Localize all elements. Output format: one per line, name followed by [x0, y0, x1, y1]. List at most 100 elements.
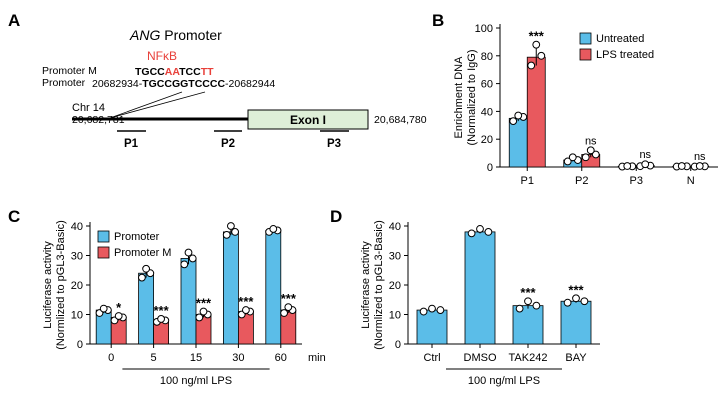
bar-P1-LPS treated — [526, 56, 546, 168]
significance-label: *** — [568, 282, 584, 297]
zoom-line-right — [109, 91, 206, 119]
y-axis-label-line: Enrichment DNA — [453, 56, 465, 139]
y-tick-label: 0 — [77, 339, 83, 351]
primer-p2-label: P2 — [221, 138, 235, 150]
promoter-m-label: Promoter M — [42, 65, 97, 77]
y-axis-label-line: (Normalized to IgG) — [466, 50, 478, 146]
y-axis-label-line: Luciferase activity — [360, 241, 372, 329]
legend-swatch — [97, 230, 110, 243]
y-tick-label: 20 — [71, 280, 83, 292]
data-point — [591, 150, 600, 159]
x-tick-label: BAY — [565, 352, 587, 364]
legend-label: Promoter — [114, 231, 160, 243]
significance-label: *** — [154, 303, 170, 318]
x-tick-label: 15 — [190, 352, 202, 364]
legend-swatch — [97, 246, 110, 259]
sequence-segment-0: TGCC — [135, 66, 165, 78]
sequence-end: -20682944 — [225, 78, 275, 90]
significance-label: *** — [281, 291, 297, 306]
significance-label: *** — [238, 294, 254, 309]
data-point — [467, 229, 476, 238]
significance-label: ns — [585, 135, 597, 147]
bar-5-Promoter — [138, 272, 155, 345]
x-tick-label: 30 — [232, 352, 244, 364]
data-point — [242, 306, 250, 314]
data-point — [677, 162, 686, 170]
bar-P1-Untreated — [508, 117, 528, 168]
data-point — [199, 307, 208, 316]
y-axis-label: Luciferase activity(Normlized to pGL3-Ba… — [42, 220, 67, 350]
data-point — [641, 160, 650, 169]
bar-15-Promoter — [180, 258, 197, 345]
x-tick-label: DMSO — [464, 352, 497, 364]
panel-c-letter: C — [8, 207, 20, 226]
bar-30-Promoter — [222, 231, 239, 345]
data-point — [184, 248, 193, 257]
x-tick-label: Ctrl — [423, 352, 440, 364]
data-point — [509, 117, 518, 126]
chr-right-coordinate: 20,684,780 — [374, 114, 427, 126]
y-tick-label: 40 — [481, 106, 493, 118]
data-point — [476, 225, 484, 233]
promoter-title-gene: ANG — [129, 27, 160, 43]
bar-DMSO-series — [464, 231, 496, 345]
significance-label: ns — [639, 149, 651, 161]
zoom-line-left — [109, 91, 183, 119]
y-axis-label-line: (Normlized to pGL3-Basic) — [55, 220, 67, 350]
data-point — [180, 260, 189, 269]
data-point — [436, 306, 445, 314]
data-point — [188, 254, 197, 263]
data-point — [222, 230, 231, 239]
bar-Ctrl-series — [416, 309, 448, 345]
data-point — [515, 304, 524, 313]
data-point — [532, 301, 541, 310]
data-point — [532, 40, 541, 49]
exon-box — [247, 109, 369, 130]
y-axis-label: Luciferase activity(Normlized to pGL3-Ba… — [360, 220, 385, 350]
x-tick-label: 60 — [275, 352, 287, 364]
significance-label: *** — [520, 285, 536, 300]
x-tick-label: P3 — [630, 175, 643, 187]
y-tick-label: 0 — [487, 162, 493, 174]
promoter-title-rest: Promoter — [160, 27, 222, 43]
nfkb-label: NFκB — [147, 49, 177, 63]
group-label: 100 ng/ml LPS — [160, 375, 232, 387]
panel-d-chart: D 0 10 20 30 40 Luciferase activity(Normlized… — [330, 207, 600, 387]
x-unit-label: min — [308, 352, 326, 364]
data-point — [484, 228, 493, 236]
data-point — [581, 153, 590, 162]
data-point — [514, 111, 523, 120]
chromosome-label: Chr 14 — [72, 102, 105, 114]
primer-p3-label: P3 — [327, 138, 341, 150]
bar-BAY-series — [560, 300, 592, 345]
data-point — [563, 157, 572, 166]
data-point — [580, 297, 589, 306]
data-point — [138, 273, 146, 282]
data-point — [284, 303, 293, 312]
y-tick-label: 30 — [389, 251, 401, 263]
data-point — [142, 264, 151, 273]
y-axis-label: Enrichment DNA(Normalized to IgG) — [453, 50, 478, 146]
mutant-sequence: TGCCAATCCTT — [135, 66, 214, 78]
y-tick-label: 20 — [389, 280, 401, 292]
y-axis-label-line: (Normlized to pGL3-Basic) — [373, 220, 385, 350]
significance-label: * — [116, 300, 122, 315]
x-tick-label: N — [687, 175, 695, 187]
y-tick-label: 10 — [389, 310, 401, 322]
y-tick-label: 60 — [481, 79, 493, 91]
data-point — [568, 153, 577, 162]
data-point — [527, 61, 536, 70]
data-point — [537, 51, 546, 60]
sequence-start: 20682934- — [92, 78, 143, 90]
data-point — [280, 309, 289, 317]
x-tick-label: P1 — [521, 175, 534, 187]
sequence-segment-3: TT — [201, 66, 214, 78]
panel-b-chart: B 0 20 40 60 80 100 Enrichment DNA(Normalized … — [432, 11, 718, 187]
y-tick-label: 40 — [71, 221, 83, 233]
data-point — [524, 297, 532, 306]
significance-label: *** — [529, 29, 545, 44]
data-point — [269, 225, 278, 233]
y-tick-label: 100 — [475, 23, 493, 35]
data-point — [114, 312, 123, 320]
